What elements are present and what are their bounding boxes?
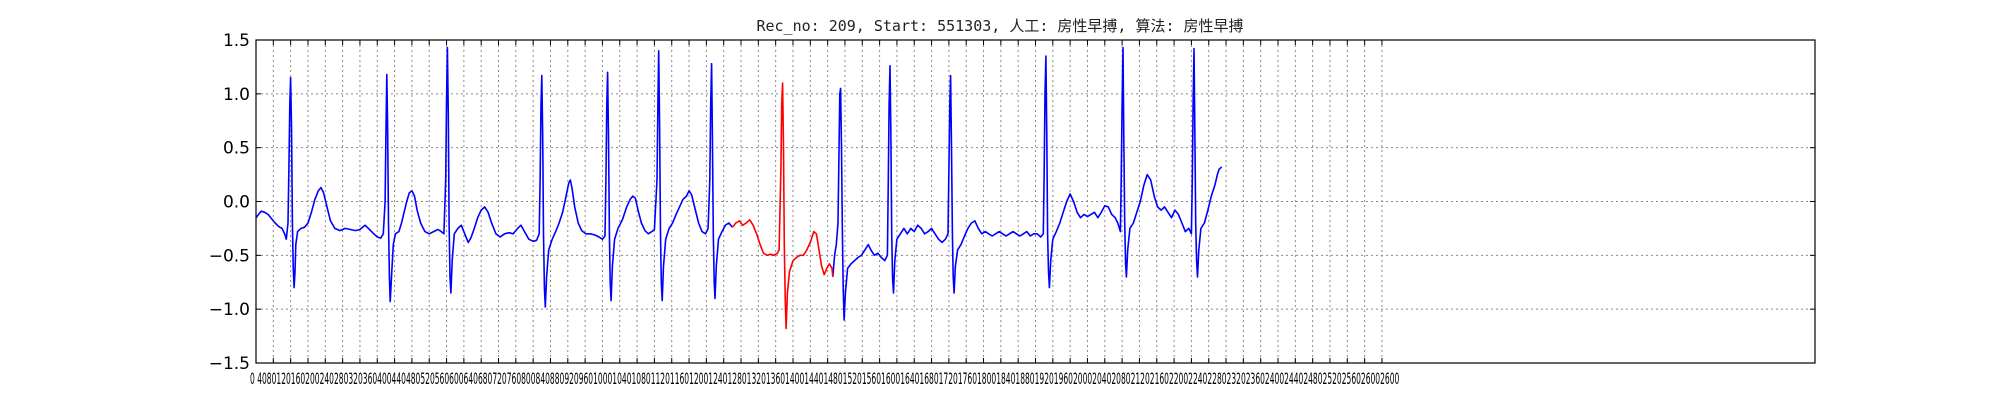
y-axis: −1.5 −1.0 −0.5 0.0 0.5 1.0 1.5 xyxy=(209,31,1815,374)
y-tick-label-4: 0.5 xyxy=(223,139,250,159)
y-tick-label-3: 0.0 xyxy=(223,193,250,213)
y-tick-label-5: 1.0 xyxy=(223,85,250,105)
grid xyxy=(255,39,1815,364)
y-tick-label-0: −1.5 xyxy=(209,354,250,374)
chart-title: Rec_no: 209, Start: 551303, 人工: 房性早搏, 算法… xyxy=(756,17,1243,35)
series-layer xyxy=(255,46,1223,330)
x-axis: 0 40801201602002402803203604004404805205… xyxy=(250,40,1399,388)
y-tick-label-1: −1.0 xyxy=(209,300,250,320)
y-tick-label-6: 1.5 xyxy=(223,31,250,51)
y-tick-label-2: −0.5 xyxy=(209,246,250,266)
series-0-line-0 xyxy=(255,46,734,308)
series-1-line-0 xyxy=(731,82,834,330)
x-tick-labels: 0 40801201602002402803203604004404805205… xyxy=(250,369,1399,388)
series-0-line-1 xyxy=(832,46,1223,321)
